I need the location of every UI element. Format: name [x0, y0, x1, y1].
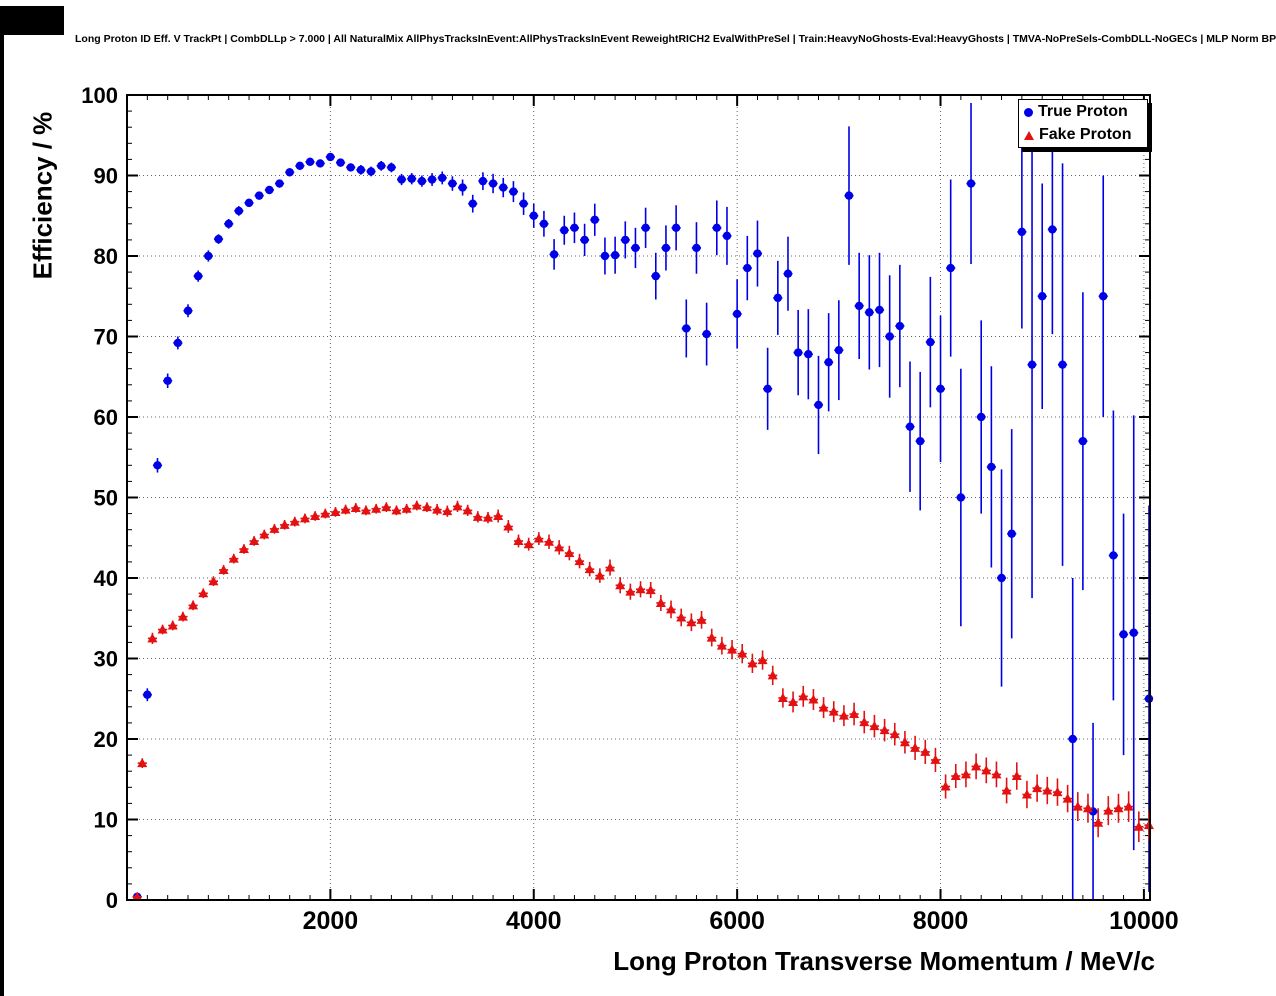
svg-text:4000: 4000 [506, 907, 562, 935]
svg-text:2000: 2000 [303, 907, 359, 935]
canvas-left-border [0, 30, 4, 996]
svg-text:40: 40 [94, 566, 118, 591]
svg-text:50: 50 [94, 486, 118, 511]
true-proton-marker-icon [1024, 107, 1033, 117]
legend: True Proton Fake Proton [1018, 99, 1148, 148]
svg-text:0: 0 [106, 888, 118, 913]
svg-text:90: 90 [94, 164, 118, 189]
legend-label-fake-proton: Fake Proton [1039, 126, 1132, 143]
canvas-corner-block [0, 6, 64, 35]
legend-entry-true-proton: True Proton [1024, 102, 1147, 123]
svg-text:70: 70 [94, 325, 118, 350]
svg-text:8000: 8000 [913, 907, 969, 935]
legend-entry-fake-proton: Fake Proton [1024, 125, 1147, 146]
fake-proton-marker-icon [1024, 130, 1034, 140]
x-axis-title: Long Proton Transverse Momentum / MeV/c [613, 946, 1155, 976]
svg-text:20: 20 [94, 727, 118, 752]
svg-text:10000: 10000 [1109, 907, 1179, 935]
y-axis-title: Efficiency / % [27, 111, 58, 280]
plot-title: Long Proton ID Eff. V TrackPt | CombDLLp… [75, 33, 1276, 45]
svg-text:30: 30 [94, 647, 118, 672]
svg-text:10: 10 [94, 808, 118, 833]
svg-text:60: 60 [94, 405, 118, 430]
svg-text:6000: 6000 [709, 907, 765, 935]
legend-label-true-proton: True Proton [1038, 103, 1128, 120]
svg-text:100: 100 [81, 83, 118, 108]
svg-text:80: 80 [94, 244, 118, 269]
